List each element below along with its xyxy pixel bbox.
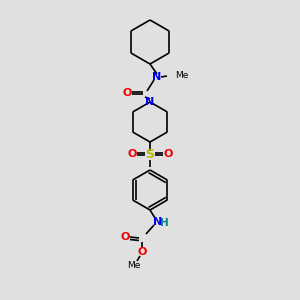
Text: O: O — [122, 88, 132, 98]
Text: Me: Me — [127, 260, 141, 269]
Text: H: H — [160, 218, 168, 228]
Text: O: O — [163, 149, 173, 159]
Text: Me: Me — [175, 71, 188, 80]
Text: N: N — [152, 72, 162, 82]
Text: O: O — [120, 232, 130, 242]
Text: N: N — [146, 97, 154, 107]
Text: O: O — [127, 149, 137, 159]
Text: N: N — [153, 217, 163, 227]
Text: O: O — [137, 247, 147, 257]
Text: S: S — [146, 148, 154, 161]
